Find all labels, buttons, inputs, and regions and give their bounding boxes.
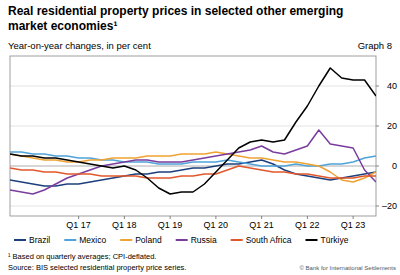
x-tick (215, 216, 216, 219)
y-tick-label: 40 (387, 81, 397, 91)
legend-swatch (64, 239, 76, 241)
title-line: market economies¹ (8, 19, 117, 33)
series-line (10, 130, 376, 194)
legend-label: Brazil (29, 235, 50, 245)
legend-swatch (14, 239, 26, 241)
x-tick-label: Q1 22 (295, 220, 320, 230)
legend-label: Poland (135, 235, 162, 245)
chart: Real residential property prices in sele… (0, 0, 400, 275)
subtitle: Year-on-year changes, in per cent (8, 40, 151, 51)
legend-swatch (231, 239, 243, 241)
series-line (10, 152, 376, 182)
x-tick-label: Q1 23 (341, 220, 366, 230)
title: Real residential property prices in sele… (8, 4, 343, 33)
x-tick (124, 216, 125, 219)
grid-line (10, 126, 376, 127)
x-tick-label: Q1 18 (112, 220, 137, 230)
plot-frame (10, 56, 376, 216)
legend-swatch (306, 239, 318, 241)
series-line (10, 160, 376, 186)
x-tick (261, 216, 262, 219)
source: Source: BIS selected residential propert… (8, 263, 186, 272)
y-tick (376, 166, 379, 167)
legend-label: South Africa (246, 235, 292, 245)
series-line (10, 166, 376, 178)
y-tick-label: 0 (392, 161, 397, 171)
series-line (10, 68, 376, 194)
y-tick-label: –20 (382, 201, 397, 211)
title-line: Real residential property prices in sele… (8, 4, 343, 18)
legend-swatch (120, 239, 132, 241)
x-tick (307, 216, 308, 219)
x-tick (170, 216, 171, 219)
legend-label: Mexico (79, 235, 106, 245)
x-tick-label: Q1 21 (249, 220, 274, 230)
x-tick-label: Q1 17 (66, 220, 91, 230)
y-tick-label: 20 (387, 121, 397, 131)
x-tick-label: Q1 20 (204, 220, 229, 230)
lines (10, 68, 376, 194)
legend-label: Russia (191, 235, 217, 245)
y-tick (376, 86, 379, 87)
legend-swatch (176, 239, 188, 241)
graph-number: Graph 8 (358, 40, 392, 51)
footnote: ¹ Based on quarterly averages; CPI-defla… (8, 252, 156, 261)
legend-label: Türkiye (321, 235, 349, 245)
y-tick (376, 206, 379, 207)
x-tick (78, 216, 79, 219)
copyright: © Bank for International Settlements (300, 265, 396, 271)
x-tick-label: Q1 19 (158, 220, 183, 230)
grid-line (10, 206, 376, 207)
grid-line (10, 86, 376, 87)
y-tick (376, 126, 379, 127)
x-tick (353, 216, 354, 219)
